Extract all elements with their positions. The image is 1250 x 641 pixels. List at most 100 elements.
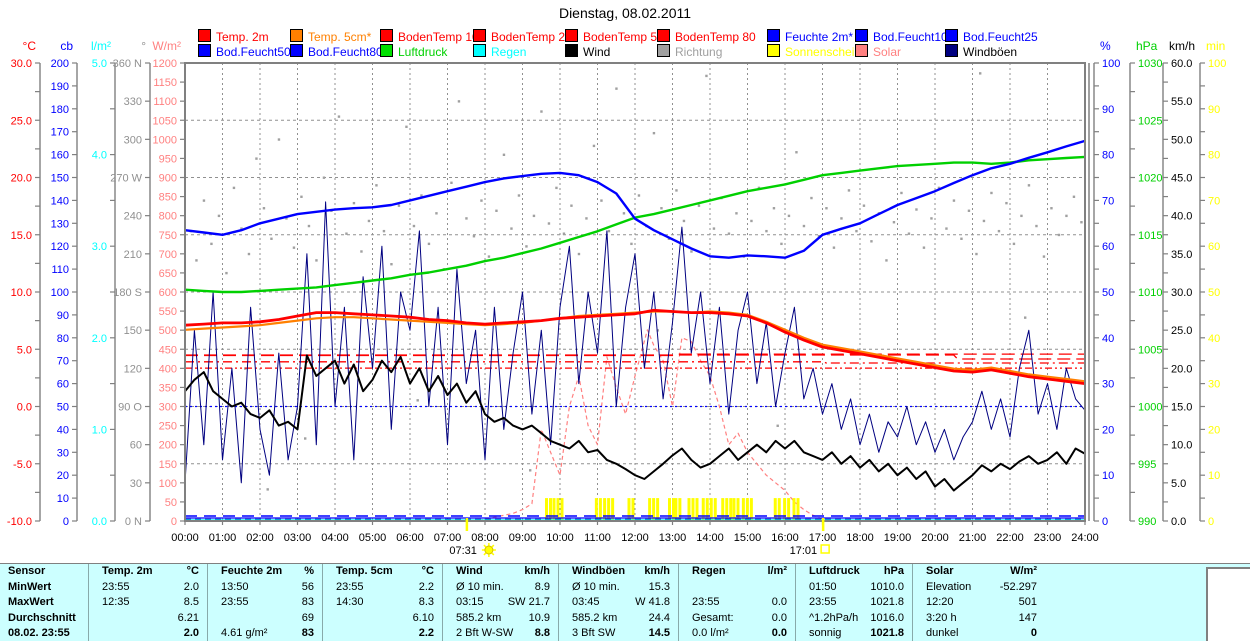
legend-item: Temp. 5cm* xyxy=(290,29,371,44)
time-tick-label: 20:00 xyxy=(921,532,949,544)
axis-tick-label: 0 xyxy=(1208,516,1214,528)
legend-swatch-icon xyxy=(767,44,780,57)
axis-tick-label: 150 xyxy=(51,173,69,185)
legend-label: BodenTemp 50 xyxy=(583,30,664,44)
axis-deg: 0 N 30 60 90 O 120 150 180 S 210 240 270 W 300 330 3… xyxy=(110,39,151,528)
table-cell: 14:30 8.3 xyxy=(322,595,442,611)
table-cell: 69 xyxy=(207,610,322,626)
legend-label: Windböen xyxy=(963,45,1018,59)
legend-label: Feuchte 2m* xyxy=(785,30,854,44)
axis-tick-label: 600 xyxy=(159,287,177,299)
legend-label: BodenTemp 10 xyxy=(398,30,479,44)
legend-swatch-icon xyxy=(565,44,578,57)
time-tick-label: 19:00 xyxy=(884,532,912,544)
axis-tick-label: 170 xyxy=(51,127,69,139)
axis-tick-label: 55.0 xyxy=(1171,96,1192,108)
legend-item: BodenTemp 80 xyxy=(657,29,756,44)
legend-label: Bod.Feucht80 xyxy=(308,45,383,59)
table-cell: 03:15 SW 21.7 xyxy=(442,595,558,611)
axis-tick-label: 0 xyxy=(1102,516,1108,528)
legend-label: Temp. 5cm* xyxy=(308,30,372,44)
axis-tick-label: 15.0 xyxy=(1171,402,1192,414)
legend-label: Solar xyxy=(873,45,902,59)
axis-tick-label: 200 xyxy=(51,58,69,70)
axis-tick-label: 80 xyxy=(57,333,69,345)
table-cell: 23:55 83 xyxy=(207,595,322,611)
axis-tick-label: 40 xyxy=(1102,333,1114,345)
table-corner-header: Sensor xyxy=(8,565,46,577)
legend-item: Windböen xyxy=(945,44,1017,59)
axis-tick-label: 60 xyxy=(130,440,142,452)
table-row: MinWert 23:55 2.0 13:50 56 23:55 2.2 Ø 10 min. 8… xyxy=(0,579,1250,595)
axis-tick-label: 25.0 xyxy=(1171,325,1192,337)
axis-tick-label: 2.0 xyxy=(92,333,107,345)
table-cell: Ø 10 min. 8.9 xyxy=(442,579,558,595)
axis-tick-label: 160 xyxy=(51,150,69,162)
legend-item: Regen xyxy=(473,44,526,59)
axis-tick-label: 10.0 xyxy=(1171,440,1192,452)
axis-tick-label: 1050 xyxy=(153,115,177,127)
axis-tick-label: 30.0 xyxy=(11,58,32,70)
axis-unit-header: min xyxy=(1206,39,1225,53)
axis-tick-label: 50 xyxy=(165,497,177,509)
axis-tick-label: 0.0 xyxy=(92,516,107,528)
legend-swatch-icon xyxy=(657,44,670,57)
axis-tick-label: 190 xyxy=(51,81,69,93)
legend-swatch-icon xyxy=(290,44,303,57)
axis-tick-label: 550 xyxy=(159,306,177,318)
table-cell: Gesamt: 0.0 xyxy=(678,610,795,626)
legend-item: BodenTemp 50 xyxy=(565,29,664,44)
axis-tick-label: 0 N xyxy=(125,516,142,528)
table-cell: 4.61 g/m² 83 xyxy=(207,626,322,641)
axis-tick-label: 60.0 xyxy=(1171,58,1192,70)
legend-label: Bod.Feucht50 xyxy=(216,45,291,59)
axis-tick-label: 40 xyxy=(57,424,69,436)
table-cell: Temp. 2m °C xyxy=(88,564,207,580)
axis-min: 0 10 20 30 40 50 60 70 80 90 100 min xyxy=(1199,39,1226,528)
table-row: 08.02. 23:55 2.0 4.61 g/m² 83 2.2 2 Bft W-SW 8… xyxy=(0,626,1250,641)
axis-tick-label: 1005 xyxy=(1138,344,1162,356)
table-row: Durchschnitt 6.21 69 6.10 585.2 km 10.9 585.2 … xyxy=(0,610,1250,626)
axis-tick-label: 5.0 xyxy=(17,344,32,356)
axis-tick-label: 30 xyxy=(130,478,142,490)
axis-kmh: 0.0 5.0 10.0 15.0 20.0 25.0 30.0 35.0 40.0 45.0 50… xyxy=(1162,39,1195,528)
axis-tick-label: 200 xyxy=(159,440,177,452)
legend-item: Sonnenschein xyxy=(767,44,861,59)
legend-item: Bod.Feucht25 xyxy=(945,29,1038,44)
axis-tick-label: 100 xyxy=(159,478,177,490)
axis-tick-label: 210 xyxy=(124,249,142,261)
axis-tick-label: 45.0 xyxy=(1171,173,1192,185)
axis-unit-header: l/m² xyxy=(91,39,111,53)
chart-legend: Temp. 2m Temp. 5cm* BodenTemp 10 BodenTemp … xyxy=(0,0,1250,60)
axis-tick-label: 30.0 xyxy=(1171,287,1192,299)
axis-tick-label: 0 xyxy=(171,516,177,528)
axis-tick-label: 50 xyxy=(57,402,69,414)
axis-pct: 0 10 20 30 40 50 60 70 80 90 100% xyxy=(1093,39,1120,528)
axis-tick-label: 60 xyxy=(1102,241,1114,253)
axis-tick-label: 140 xyxy=(51,195,69,207)
table-cell: 13:50 56 xyxy=(207,579,322,595)
axis-tick-label: 1020 xyxy=(1138,173,1162,185)
table-cell: 2 Bft W-SW 8.8 xyxy=(442,626,558,641)
table-cell: 585.2 km 10.9 xyxy=(442,610,558,626)
axis-tick-label: 700 xyxy=(159,249,177,261)
axis-tick-label: 40 xyxy=(1208,333,1220,345)
axis-tick-label: 60 xyxy=(57,379,69,391)
legend-swatch-icon xyxy=(945,29,958,42)
table-cell: Regen l/m² xyxy=(678,564,795,580)
time-tick-label: 15:00 xyxy=(734,532,762,544)
series-feuchte-2m xyxy=(184,139,1086,259)
table-cell: 23:55 2.0 xyxy=(88,579,207,595)
table-cell: 23:55 1021.8 xyxy=(795,595,912,611)
legend-label: Wind xyxy=(583,45,611,59)
table-cell: Feuchte 2m% xyxy=(207,564,322,580)
sunset-icon xyxy=(820,544,830,554)
time-tick-label: 23:00 xyxy=(1034,532,1062,544)
legend-label: Regen xyxy=(491,45,527,59)
axis-tick-label: 90 xyxy=(1102,104,1114,116)
table-cell: 12:35 8.5 xyxy=(88,595,207,611)
time-tick-label: 09:00 xyxy=(509,532,537,544)
axis-tick-label: 120 xyxy=(51,241,69,253)
legend-swatch-icon xyxy=(945,44,958,57)
axis-tick-label: 70 xyxy=(57,356,69,368)
